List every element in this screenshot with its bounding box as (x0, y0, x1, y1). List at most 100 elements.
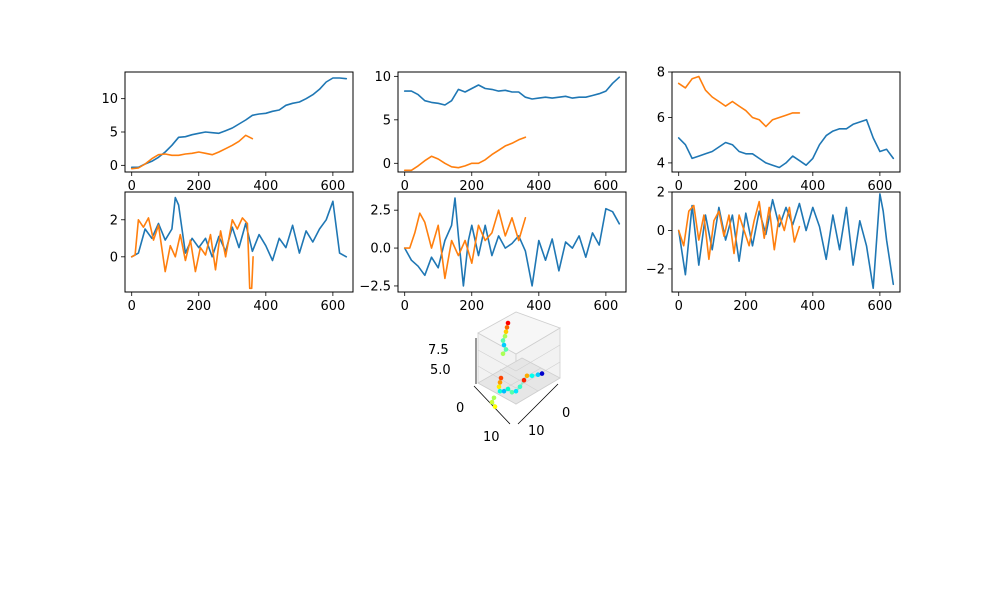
x-tick-label: 0 (401, 299, 409, 314)
scatter3d-point (497, 388, 503, 394)
scatter3d-points (489, 320, 545, 409)
scatter3d-point (498, 375, 504, 381)
series-line-2 (403, 209, 527, 280)
series-line-1 (130, 77, 348, 169)
axes-frame (124, 191, 354, 293)
series-line-2 (403, 136, 527, 172)
x-tick-label: 400 (526, 179, 551, 194)
scatter3d-chart: 7.5 5.0 0 10 0 10 (428, 311, 570, 445)
scatter3d-point (489, 399, 495, 405)
y-tick-label: 4 (657, 156, 665, 171)
x-tick-label: 400 (526, 299, 551, 314)
y-tick-label: 2.5 (370, 204, 391, 219)
grid-line (499, 368, 539, 392)
grid-line (496, 367, 542, 394)
scatter3d-point (503, 347, 509, 352)
line-chart-row1-col2: 0 200 400 600 0 5 10 (374, 70, 627, 194)
scatter3d-point (501, 342, 507, 348)
axes-frame (671, 191, 901, 293)
y-tick-label: 2 (657, 186, 665, 201)
x-tick-label: 0 (675, 299, 683, 314)
x-tick-label: 600 (320, 299, 345, 314)
scatter3d-point (505, 320, 511, 326)
scatter3d-point (517, 384, 523, 390)
y-tick-label: −2 (646, 262, 665, 277)
scatter3d-point (501, 388, 507, 394)
scatter3d-point (513, 388, 519, 394)
scatter3d-point (505, 386, 511, 392)
x-tick-label: 0 (401, 179, 409, 194)
axes-frame (397, 71, 627, 173)
axis-3d-y (517, 383, 559, 425)
y-tick-label: 0 (110, 250, 118, 265)
axes-frame (671, 71, 901, 173)
scatter3d-point (509, 390, 515, 395)
y-tick-label: −2.5 (359, 279, 391, 294)
scatter3d-point (496, 384, 502, 390)
scatter3d-point (524, 373, 530, 379)
axis-3d-x (473, 385, 511, 425)
x-tick-label: 600 (593, 299, 618, 314)
x-tick-label-0: 0 (456, 401, 464, 416)
scatter3d-point (502, 333, 508, 339)
y-tick-label: 0 (110, 159, 118, 174)
scatter3d-point (503, 329, 509, 335)
series-line-2 (130, 217, 254, 290)
scatter3d-point (521, 377, 527, 383)
series-line-2 (130, 134, 254, 170)
x-tick-label: 600 (867, 179, 892, 194)
y-tick-label: 0.0 (370, 242, 391, 257)
line-chart-row1-col3: 0 200 400 600 4 6 8 (657, 66, 901, 194)
grid-line (477, 365, 517, 389)
scatter3d-point (492, 404, 498, 409)
axes-frame (397, 191, 627, 293)
axes-frame (124, 71, 354, 173)
x-tick-label: 400 (253, 179, 278, 194)
series-line-1 (130, 196, 348, 262)
series-line-1 (403, 76, 621, 106)
x-tick-label: 200 (459, 179, 484, 194)
x-tick-label: 400 (800, 179, 825, 194)
y-tick-label-10: 10 (528, 424, 545, 439)
x-tick-label-10: 10 (483, 430, 500, 445)
x-tick-label: 0 (128, 299, 136, 314)
x-tick-label: 600 (320, 179, 345, 194)
series-line-2 (677, 75, 801, 128)
y-tick-label: 6 (657, 111, 665, 126)
x-tick-label: 400 (800, 299, 825, 314)
grid-line (477, 349, 517, 372)
x-tick-label: 200 (733, 179, 758, 194)
scatter3d-point (535, 372, 541, 378)
y-tick-label: 0 (383, 157, 391, 172)
x-tick-label: 200 (459, 299, 484, 314)
x-tick-label: 200 (733, 299, 758, 314)
x-tick-label: 0 (128, 179, 136, 194)
scatter3d-point (491, 395, 497, 401)
scatter3d-point (497, 380, 503, 385)
x-tick-label: 200 (186, 179, 211, 194)
y-tick-label: 5 (110, 126, 118, 141)
y-tick-label: 10 (374, 70, 391, 85)
z-tick-label-5-0: 5.0 (430, 363, 451, 378)
y-tick-label: 8 (657, 66, 665, 81)
y-tick-label: 0 (657, 224, 665, 239)
scatter3d-point (529, 373, 535, 379)
series-line-2 (677, 200, 801, 261)
x-tick-label: 200 (186, 299, 211, 314)
scatter3d-point (504, 325, 510, 330)
grid-line (515, 344, 561, 372)
scatter3d-point (500, 338, 506, 343)
scatter3d-point (500, 351, 506, 357)
x-tick-label: 600 (593, 179, 618, 194)
line-chart-row1-col1: 0 200 400 600 0 5 10 (101, 71, 354, 194)
y-tick-label: 2 (110, 213, 118, 228)
line-chart-row2-col3: 0 200 400 600 −2 0 2 (646, 186, 901, 314)
y-tick-label-0: 0 (562, 406, 570, 421)
x-tick-label: 400 (253, 299, 278, 314)
series-line-1 (403, 197, 621, 287)
scatter3d-point (539, 371, 545, 376)
line-chart-row2-col2: 0 200 400 600 −2.5 0.0 2.5 (359, 191, 627, 314)
series-line-1 (677, 118, 895, 169)
line-chart-row2-col1: 0 200 400 600 0 2 (110, 191, 354, 314)
